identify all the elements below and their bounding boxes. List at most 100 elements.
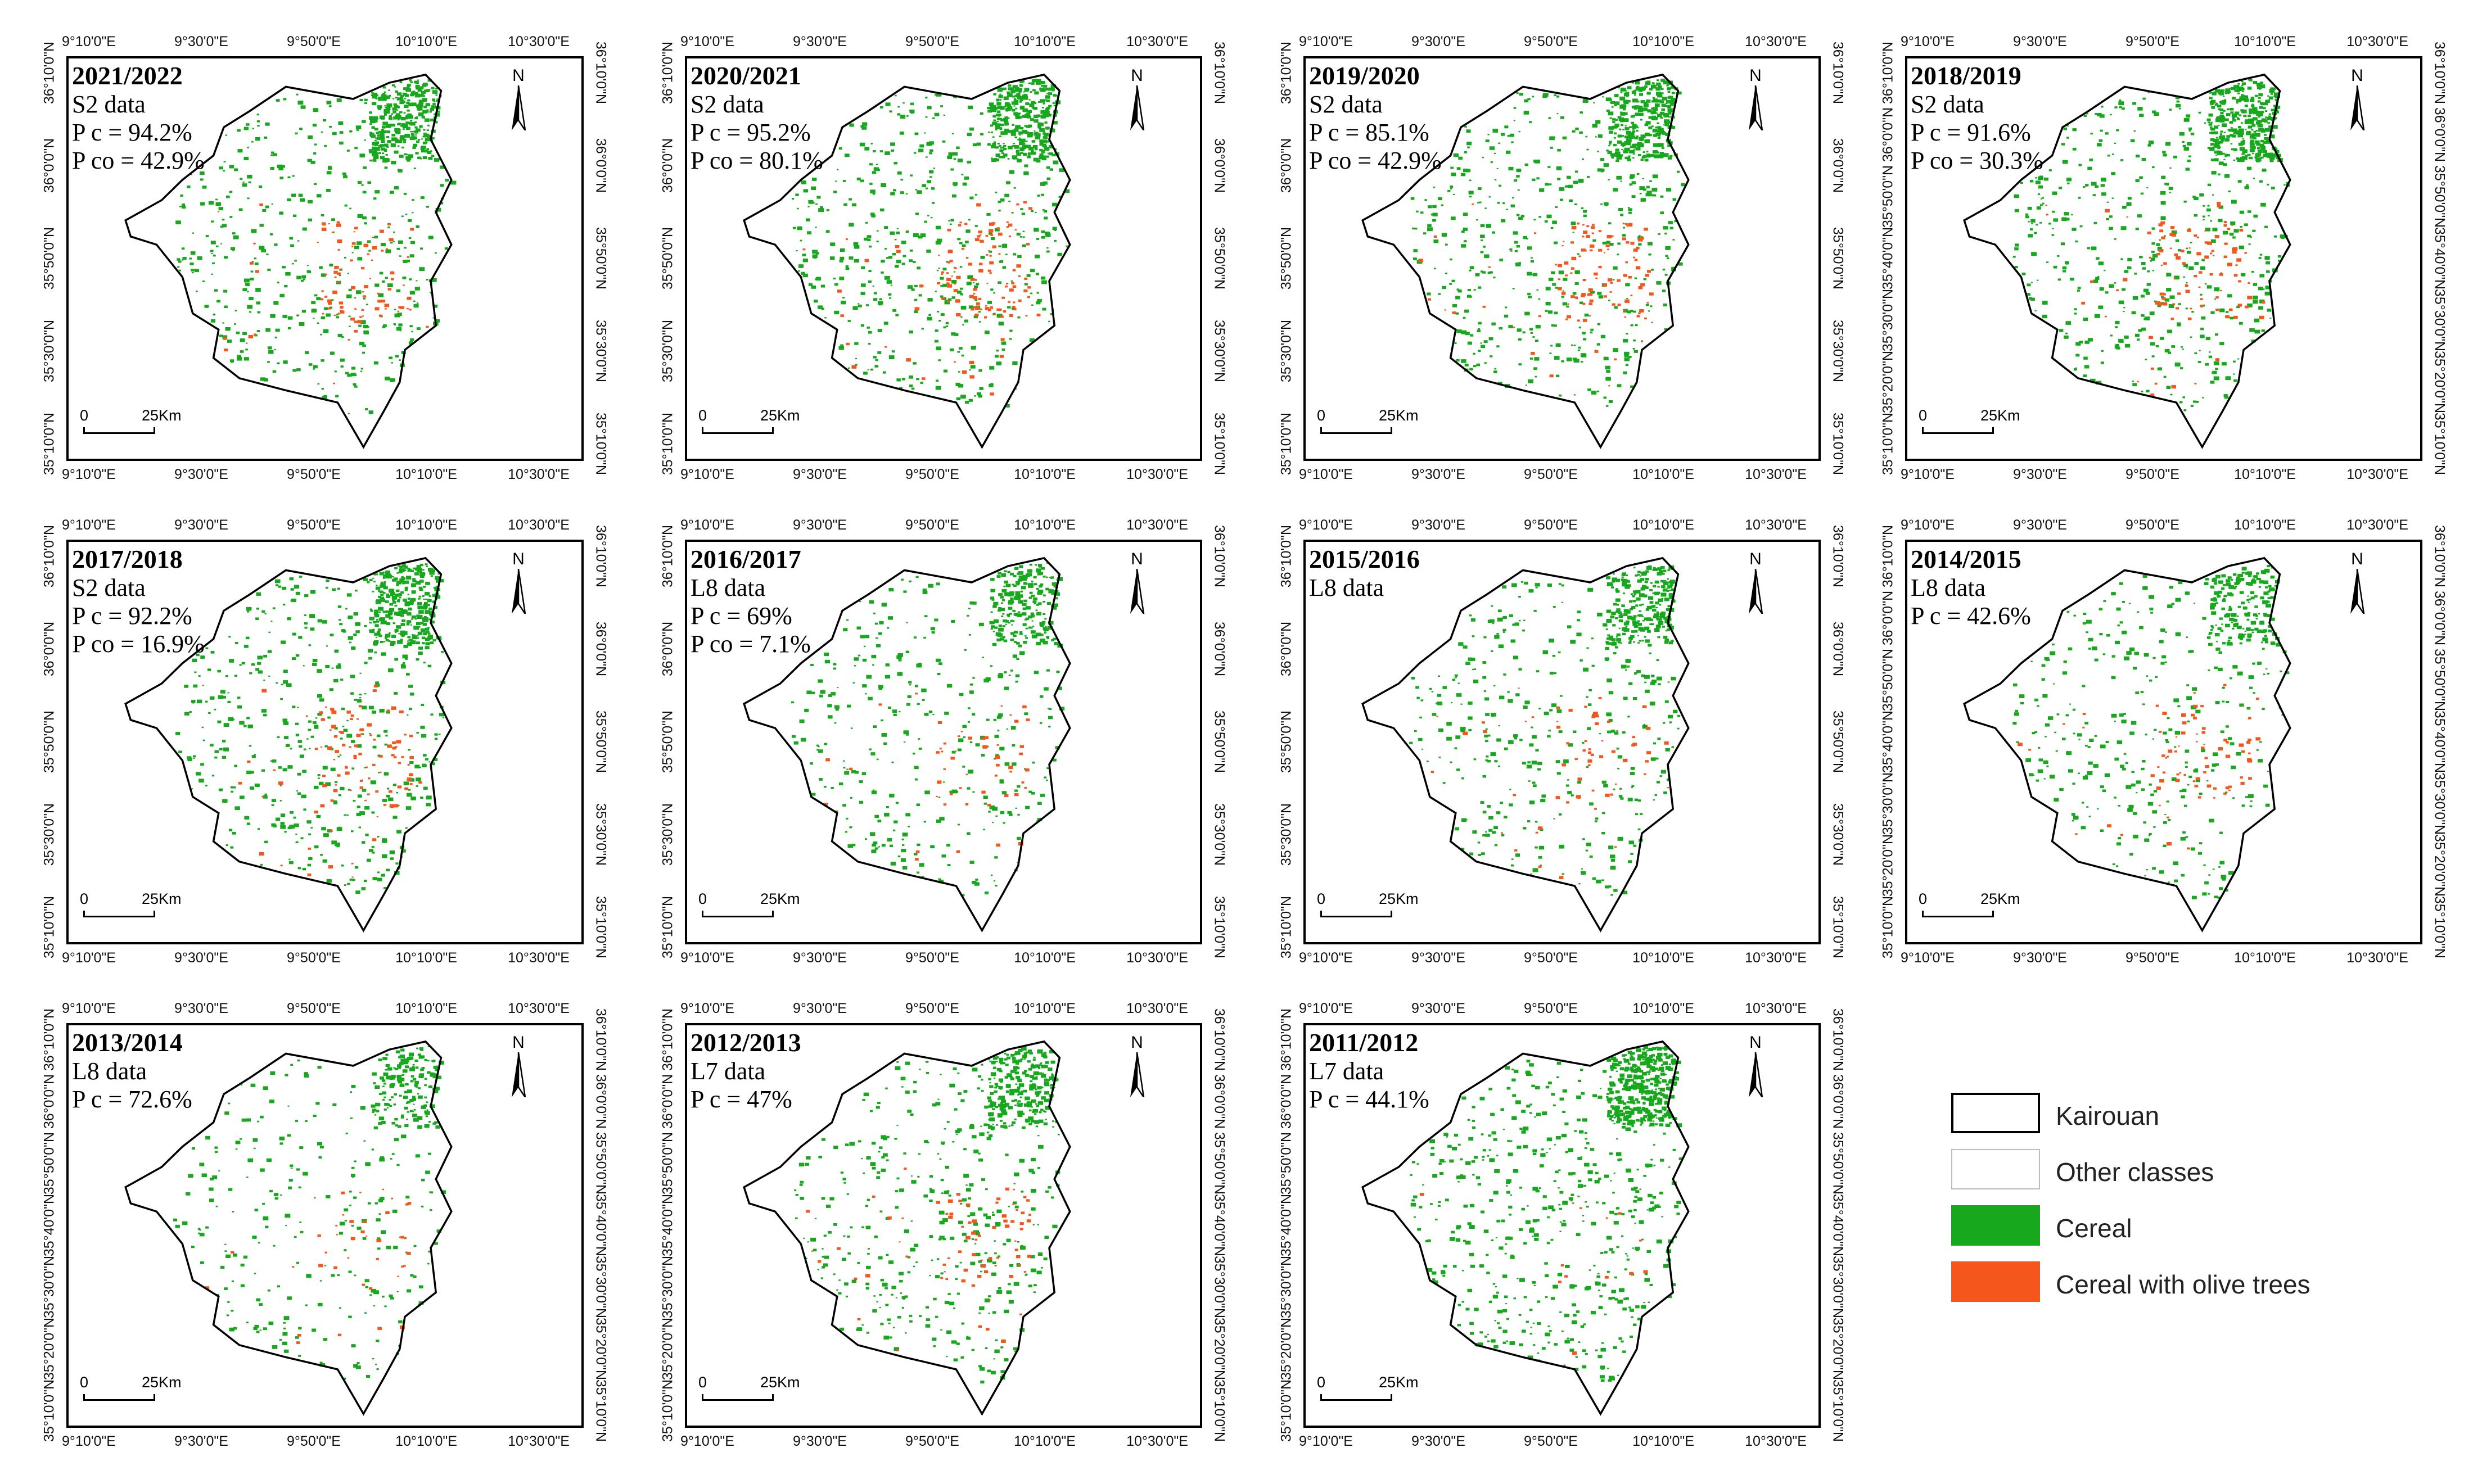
cereal-pixel xyxy=(376,600,381,604)
cereal-pixel xyxy=(1048,716,1053,720)
olive-pixel xyxy=(976,302,980,305)
cereal-pixel xyxy=(2066,137,2069,138)
cereal-pixel xyxy=(363,298,365,300)
cereal-pixel xyxy=(1592,239,1596,242)
cereal-pixel xyxy=(384,574,387,577)
cereal-pixel xyxy=(1604,357,1609,360)
cereal-pixel xyxy=(339,619,341,621)
cereal-pixel xyxy=(191,700,196,703)
cereal-pixel xyxy=(1457,288,1460,290)
cereal-pixel xyxy=(876,359,878,361)
cereal-pixel xyxy=(1600,203,1603,205)
cereal-pixel xyxy=(359,697,361,698)
cereal-pixel xyxy=(2256,130,2258,132)
cereal-pixel xyxy=(2255,95,2258,97)
olive-pixel xyxy=(1567,315,1571,319)
olive-pixel xyxy=(2224,256,2227,258)
cereal-pixel xyxy=(410,625,412,626)
cereal-pixel xyxy=(404,564,406,565)
longitude-tick-label: 9°30'0"E xyxy=(793,467,847,483)
cereal-pixel xyxy=(1606,110,1610,112)
olive-pixel xyxy=(1604,252,1605,253)
cereal-pixel xyxy=(404,581,409,584)
cereal-pixel xyxy=(985,892,989,894)
cereal-pixel xyxy=(369,733,371,734)
cereal-pixel xyxy=(276,329,280,332)
cereal-pixel xyxy=(325,665,330,668)
latitude-tick-label: 35°50'0"N xyxy=(1211,700,1228,784)
cereal-pixel xyxy=(2248,125,2253,128)
latitude-tick-label: 36°0'0"N xyxy=(660,124,676,208)
cereal-pixel xyxy=(259,186,262,188)
cereal-pixel xyxy=(358,181,362,184)
cereal-pixel xyxy=(1036,238,1039,240)
latitude-tick-label: 35°50'0"N xyxy=(42,700,58,784)
latitude-tick-label: 36°10'0"N xyxy=(660,31,676,115)
cereal-pixel xyxy=(242,288,247,291)
cereal-pixel xyxy=(897,171,902,175)
cereal-pixel xyxy=(1495,179,1497,180)
olive-pixel xyxy=(202,685,204,686)
olive-pixel xyxy=(1001,297,1005,299)
cereal-pixel xyxy=(2218,125,2219,126)
cereal-pixel xyxy=(1587,149,1589,151)
cereal-pixel xyxy=(1046,166,1050,169)
cereal-pixel xyxy=(382,126,386,129)
cereal-pixel xyxy=(1668,157,1672,160)
cereal-pixel xyxy=(394,128,400,132)
cereal-pixel xyxy=(1624,354,1628,357)
cereal-pixel xyxy=(364,99,368,101)
cereal-pixel xyxy=(341,629,345,632)
olive-pixel xyxy=(389,238,394,242)
cereal-pixel xyxy=(418,651,423,655)
cereal-pixel xyxy=(1015,89,1019,92)
cereal-pixel xyxy=(2246,132,2250,135)
cereal-pixel xyxy=(197,700,202,704)
cereal-pixel xyxy=(335,650,339,653)
cereal-pixel xyxy=(893,821,897,824)
cereal-pixel xyxy=(1008,158,1010,160)
longitude-tick-label: 10°10'0"E xyxy=(395,517,457,533)
cereal-pixel xyxy=(875,623,878,625)
cereal-pixel xyxy=(855,358,857,359)
cereal-pixel xyxy=(421,138,423,139)
cereal-pixel xyxy=(946,325,948,327)
cereal-pixel xyxy=(881,272,883,274)
cereal-pixel xyxy=(426,631,430,634)
cereal-pixel xyxy=(1662,289,1666,292)
longitude-tick-label: 9°50'0"E xyxy=(905,467,959,483)
cereal-pixel xyxy=(408,601,413,605)
olive-pixel xyxy=(1571,295,1574,298)
cereal-pixel xyxy=(342,726,345,727)
olive-pixel xyxy=(2234,274,2237,277)
cereal-pixel xyxy=(389,117,392,120)
cereal-pixel xyxy=(391,576,393,577)
olive-pixel xyxy=(2227,263,2232,266)
cereal-pixel xyxy=(318,774,321,776)
olive-pixel xyxy=(973,288,977,291)
cereal-pixel xyxy=(340,787,344,790)
latitude-tick-label: 36°10'0"N xyxy=(593,514,609,599)
cereal-pixel xyxy=(2200,266,2205,270)
cereal-pixel xyxy=(867,235,872,238)
olive-pixel xyxy=(403,284,404,286)
cereal-pixel xyxy=(918,236,923,238)
cereal-pixel xyxy=(254,257,256,259)
cereal-pixel xyxy=(2210,143,2214,146)
cereal-pixel xyxy=(426,565,428,567)
cereal-pixel xyxy=(1053,161,1058,165)
olive-pixel xyxy=(359,729,362,731)
cereal-pixel xyxy=(356,129,359,131)
cereal-pixel xyxy=(1013,105,1015,106)
cereal-pixel xyxy=(421,734,426,738)
cereal-pixel xyxy=(1489,196,1491,197)
cereal-pixel xyxy=(1581,353,1586,357)
longitude-tick-label: 9°10'0"E xyxy=(1901,467,1955,483)
cereal-pixel xyxy=(291,194,296,197)
cereal-pixel xyxy=(969,369,971,370)
cereal-pixel xyxy=(205,785,207,786)
cereal-pixel xyxy=(2191,133,2195,135)
cereal-pixel xyxy=(800,720,805,723)
cereal-pixel xyxy=(2122,107,2125,110)
cereal-pixel xyxy=(1467,147,1470,148)
